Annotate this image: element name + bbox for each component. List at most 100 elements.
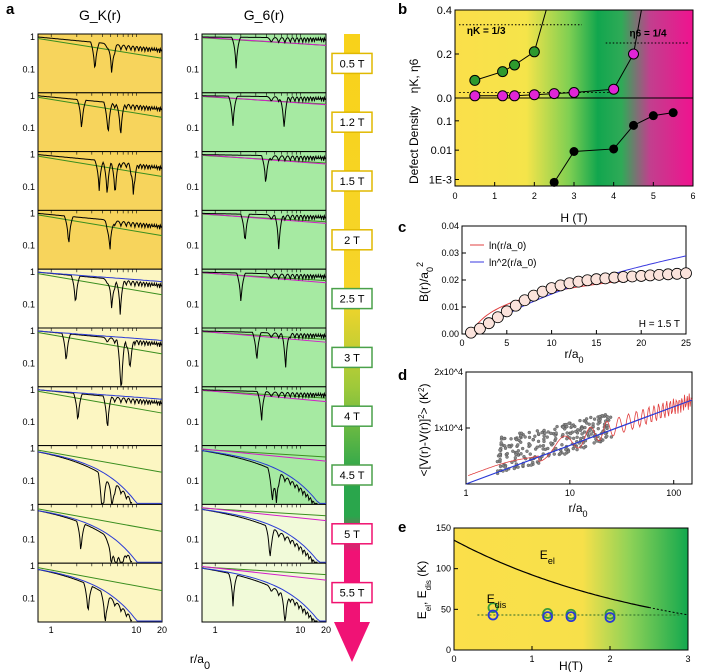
y-tick-label: 0.1 (186, 358, 199, 368)
y-tick-label: 1x10^4 (434, 423, 463, 433)
x-tick-label: 3 (685, 654, 690, 664)
y-tick-label: 0.1 (22, 593, 35, 603)
variance-point (519, 433, 523, 438)
variance-point (596, 418, 601, 423)
x-tick-label: 6 (690, 191, 695, 201)
variance-point (527, 430, 531, 435)
field-label-box-0 (331, 52, 373, 75)
variance-point (535, 429, 540, 433)
variance-point (565, 431, 569, 435)
y-tick-label: 0.1 (22, 123, 35, 133)
variance-point (542, 439, 546, 444)
x-tick-label: 2 (532, 191, 537, 201)
variance-point (543, 431, 547, 435)
y-tick-label: 1 (194, 267, 199, 277)
variance-point (533, 434, 537, 438)
g6-curve (202, 154, 327, 182)
eta-k-point (509, 59, 520, 71)
gk-fit-green (37, 273, 163, 296)
g6-curve (202, 330, 327, 368)
field-label-6: 4 T (344, 411, 360, 423)
eta-k-point (528, 46, 540, 58)
y-tick-label: 1 (194, 385, 199, 395)
g6-subplot-1 (201, 92, 327, 153)
gk-envelope (37, 389, 163, 400)
e-dis-blue-point (604, 612, 616, 623)
x-tick-label: 0 (459, 338, 464, 348)
e-dis-green-point (542, 608, 553, 619)
gk-subplot-1 (37, 92, 163, 153)
gk-fit-green (37, 155, 163, 177)
x-tick-label: 0 (452, 191, 457, 201)
gk-fit-green (37, 567, 163, 592)
defect-point (609, 144, 619, 154)
y-tick-label: 0.1 (186, 123, 199, 133)
variance-point (499, 435, 504, 439)
gk-curve (37, 36, 163, 73)
g6-fit-magenta (201, 36, 327, 46)
variance-point (495, 459, 500, 464)
y-tick-label: 1 (194, 208, 199, 218)
b-point (482, 317, 495, 330)
y-tick-label: 0.1 (22, 241, 35, 251)
variance-point (549, 431, 553, 435)
variance-point (545, 435, 549, 439)
gk-curve (37, 95, 163, 134)
panel-label-e: e (398, 519, 406, 536)
variance-point (513, 456, 518, 460)
variance-point (580, 426, 584, 431)
e-el-extrapolation (648, 607, 689, 616)
variance-point (600, 414, 605, 418)
panel-e-xlabel: H(T) (559, 659, 583, 672)
y-tick-label: 100 (436, 564, 451, 574)
g6-fit-magenta (201, 448, 327, 462)
variance-point (575, 435, 579, 439)
g6-curve (202, 36, 327, 69)
variance-point (509, 437, 513, 441)
panel-c-ylabel: B(r)/a02 (415, 262, 435, 302)
x-tick-label: 0 (451, 654, 456, 664)
variance-point (512, 466, 516, 471)
variance-point (498, 448, 502, 452)
gk-curve (37, 212, 163, 250)
variance-point (528, 452, 532, 456)
eta-6-point (608, 83, 620, 95)
y-tick-label: 0.1 (186, 182, 199, 192)
panel-label-c: c (398, 219, 406, 236)
variance-point (564, 447, 568, 452)
field-label-box-2 (331, 170, 373, 192)
y-tick-label: 1 (30, 561, 35, 571)
variance-point (546, 454, 551, 458)
variance-point (567, 421, 571, 425)
y-tick-label: 0.1 (22, 476, 35, 486)
eta-6-point (548, 88, 560, 100)
legend-ln2: ln^2(r/a_0) (489, 258, 537, 269)
y-tick-label: 1 (30, 91, 35, 101)
y-tick-label: 0.1 (186, 299, 199, 309)
y-tick-label: 1 (194, 561, 199, 571)
variance-point (499, 441, 503, 445)
b-point (491, 311, 504, 324)
panel-a: G_K(r) G_6(r) 10.110.110.110.110.110.110… (22, 7, 373, 672)
variance-point (511, 449, 515, 453)
g6-fit-magenta (201, 271, 327, 284)
variance-point (498, 457, 502, 462)
panel-c: 0 5 10 15 20 25 0.00 0.01 0.02 0.03 0.04 ln(r/a_0)l… (415, 221, 692, 365)
g6-x-tick: 1 (213, 625, 218, 635)
variance-point (572, 436, 576, 440)
gk-fit-green (37, 508, 163, 532)
y-tick-label: 1 (194, 150, 199, 160)
field-label-box-1 (331, 111, 373, 133)
g6-curve (202, 95, 327, 127)
gk-subplot-4 (37, 268, 163, 329)
variance-point (498, 452, 502, 457)
variance-point (520, 446, 525, 451)
field-label-0: 0.5 T (340, 58, 365, 70)
gk-fit-green (37, 96, 163, 118)
g6-fit-magenta (201, 154, 327, 165)
e-dis-blue-point (487, 609, 499, 621)
variance-point (579, 436, 583, 441)
y-tick-label: 0.03 (441, 248, 459, 258)
variance-point (537, 461, 541, 465)
